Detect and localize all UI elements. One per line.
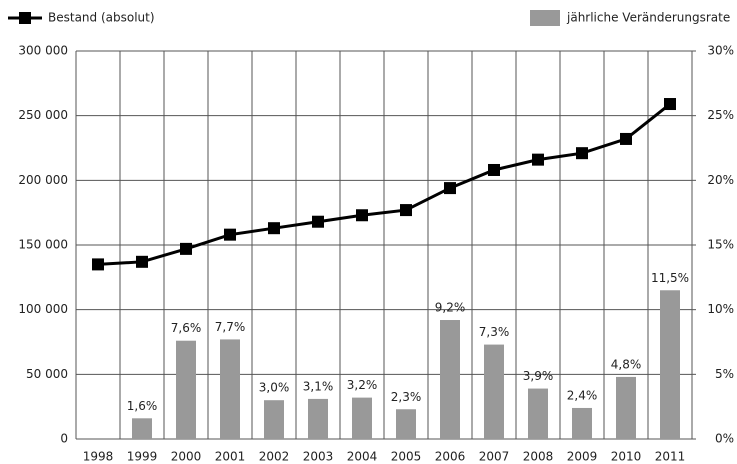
data-label: 3,2%: [347, 378, 378, 392]
data-label: 2,4%: [567, 388, 598, 402]
bar: [528, 388, 548, 439]
data-label: 1,6%: [127, 399, 158, 413]
x-tick-label: 2006: [435, 450, 466, 464]
marker: [356, 209, 368, 222]
data-label: 9,2%: [435, 301, 466, 315]
marker: [224, 228, 236, 241]
bar: [484, 344, 504, 439]
marker: [488, 163, 500, 176]
marker: [444, 182, 456, 195]
x-tick-label: 1999: [127, 450, 158, 464]
x-tick-label: 2007: [479, 450, 510, 464]
legend-marker: [19, 12, 31, 24]
y2-tick-label: 10%: [707, 302, 734, 316]
marker: [620, 132, 632, 145]
data-label: 2,3%: [391, 390, 422, 404]
legend-label: Bestand (absolut): [48, 11, 155, 25]
bar: [176, 340, 196, 439]
bar: [220, 339, 240, 439]
marker: [400, 204, 412, 217]
x-tick-label: 2001: [215, 450, 246, 464]
x-tick-label: 2008: [523, 450, 554, 464]
y-tick-label: 0: [60, 432, 68, 446]
bar: [616, 376, 636, 439]
x-tick-label: 2009: [567, 450, 598, 464]
bar: [352, 397, 372, 439]
x-tick-label: 2011: [655, 450, 686, 464]
x-tick-label: 2002: [259, 450, 290, 464]
x-tick-label: 2000: [171, 450, 202, 464]
data-label: 11,5%: [651, 271, 689, 285]
marker: [312, 215, 324, 228]
x-tick-label: 2010: [611, 450, 642, 464]
y-tick-label: 300 000: [18, 44, 68, 58]
data-label: 3,0%: [259, 381, 290, 395]
y2-tick-label: 20%: [707, 173, 734, 187]
data-label: 7,7%: [215, 320, 246, 334]
marker: [576, 147, 588, 160]
bar: [440, 320, 460, 439]
x-tick-label: 2005: [391, 450, 422, 464]
marker: [664, 98, 676, 111]
bar: [660, 290, 680, 439]
y2-tick-label: 0%: [715, 432, 734, 446]
y2-tick-label: 15%: [707, 238, 734, 252]
data-label: 4,8%: [611, 357, 642, 371]
marker: [136, 255, 148, 268]
y2-tick-label: 30%: [707, 44, 734, 58]
y-tick-label: 200 000: [18, 173, 68, 187]
bar: [264, 400, 284, 439]
bar: [132, 418, 152, 439]
marker: [532, 153, 544, 166]
data-label: 3,1%: [303, 379, 334, 393]
y-tick-label: 100 000: [18, 302, 68, 316]
y-tick-label: 150 000: [18, 238, 68, 252]
marker: [268, 222, 280, 235]
y2-tick-label: 5%: [715, 367, 734, 381]
bar: [572, 407, 592, 439]
x-tick-label: 1998: [83, 450, 114, 464]
line: [97, 102, 671, 266]
data-label: 3,9%: [523, 369, 554, 383]
bar: [308, 398, 328, 439]
legend-swatch: [530, 10, 560, 26]
y2-tick-label: 25%: [707, 108, 734, 122]
y-tick-label: 250 000: [18, 108, 68, 122]
data-label: 7,3%: [479, 325, 510, 339]
marker: [180, 242, 192, 255]
data-label: 7,6%: [171, 321, 202, 335]
bar: [396, 409, 416, 439]
y-tick-label: 50 000: [26, 367, 68, 381]
marker: [92, 258, 104, 271]
x-tick-label: 2003: [303, 450, 334, 464]
legend-label: jährliche Veränderungsrate: [566, 11, 730, 25]
x-tick-label: 2004: [347, 450, 378, 464]
